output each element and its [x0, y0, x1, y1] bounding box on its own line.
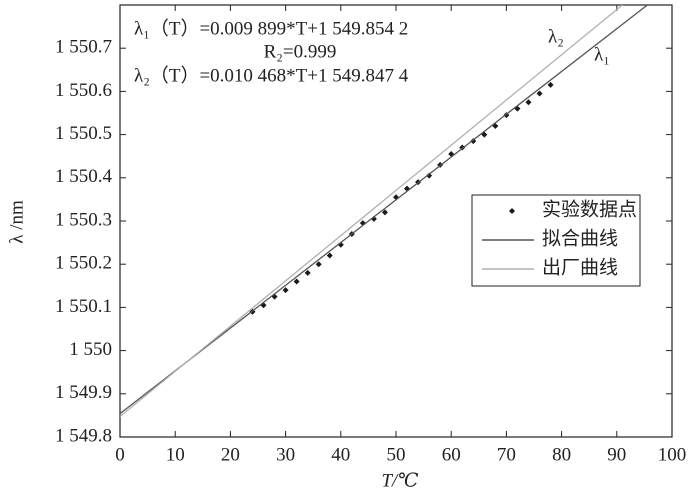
data-point: [470, 138, 477, 145]
line-label: λ₂: [548, 26, 564, 47]
annotation: λ₁（T）=0.009 899*T+1 549.854 2: [134, 17, 408, 39]
x-tick-label: 0: [115, 444, 125, 465]
y-tick-label: 1 549.9: [55, 382, 112, 403]
y-tick-label: 1 550.5: [55, 123, 112, 144]
x-tick-label: 90: [607, 444, 626, 465]
legend-label: 实验数据点: [542, 198, 637, 220]
y-tick-label: 1 550.1: [55, 296, 112, 317]
data-point: [525, 99, 532, 106]
y-tick-label: 1 549.8: [55, 425, 112, 446]
line-label: λ₁: [594, 44, 610, 65]
data-point: [304, 269, 311, 276]
data-point: [547, 81, 554, 88]
legend-marker: [509, 208, 515, 214]
data-point: [426, 172, 433, 179]
y-tick-label: 1 550: [69, 339, 112, 360]
data-point: [381, 209, 388, 216]
y-tick-label: 1 550.6: [55, 80, 112, 101]
y-tick-label: 1 550.3: [55, 209, 112, 230]
data-point: [536, 90, 543, 97]
y-tick-label: 1 550.4: [55, 166, 113, 187]
x-tick-label: 50: [387, 444, 406, 465]
x-tick-label: 100: [658, 444, 687, 465]
data-point: [282, 287, 289, 294]
x-tick-label: 20: [221, 444, 240, 465]
x-tick-label: 40: [331, 444, 350, 465]
legend-label: 出厂曲线: [542, 256, 618, 278]
x-tick-label: 10: [166, 444, 185, 465]
plot-area: [120, 5, 649, 418]
data-point: [293, 278, 300, 285]
y-tick-label: 1 550.2: [55, 253, 112, 274]
legend-label: 拟合曲线: [542, 227, 618, 249]
data-point: [315, 261, 322, 268]
data-point: [326, 252, 333, 259]
y-tick-label: 1 550.7: [55, 37, 112, 58]
annotation: λ₂（T）=0.010 468*T+1 549.847 4: [134, 64, 409, 86]
x-tick-label: 60: [442, 444, 461, 465]
y-axis-title: λ /nm: [6, 200, 27, 244]
x-tick-label: 30: [276, 444, 295, 465]
x-axis-title: T/℃: [381, 470, 418, 491]
annotation: R₂=0.999: [264, 41, 337, 62]
x-tick-label: 70: [497, 444, 516, 465]
fit-line: [120, 5, 649, 415]
x-tick-label: 80: [552, 444, 571, 465]
fit-line: [120, 5, 624, 418]
